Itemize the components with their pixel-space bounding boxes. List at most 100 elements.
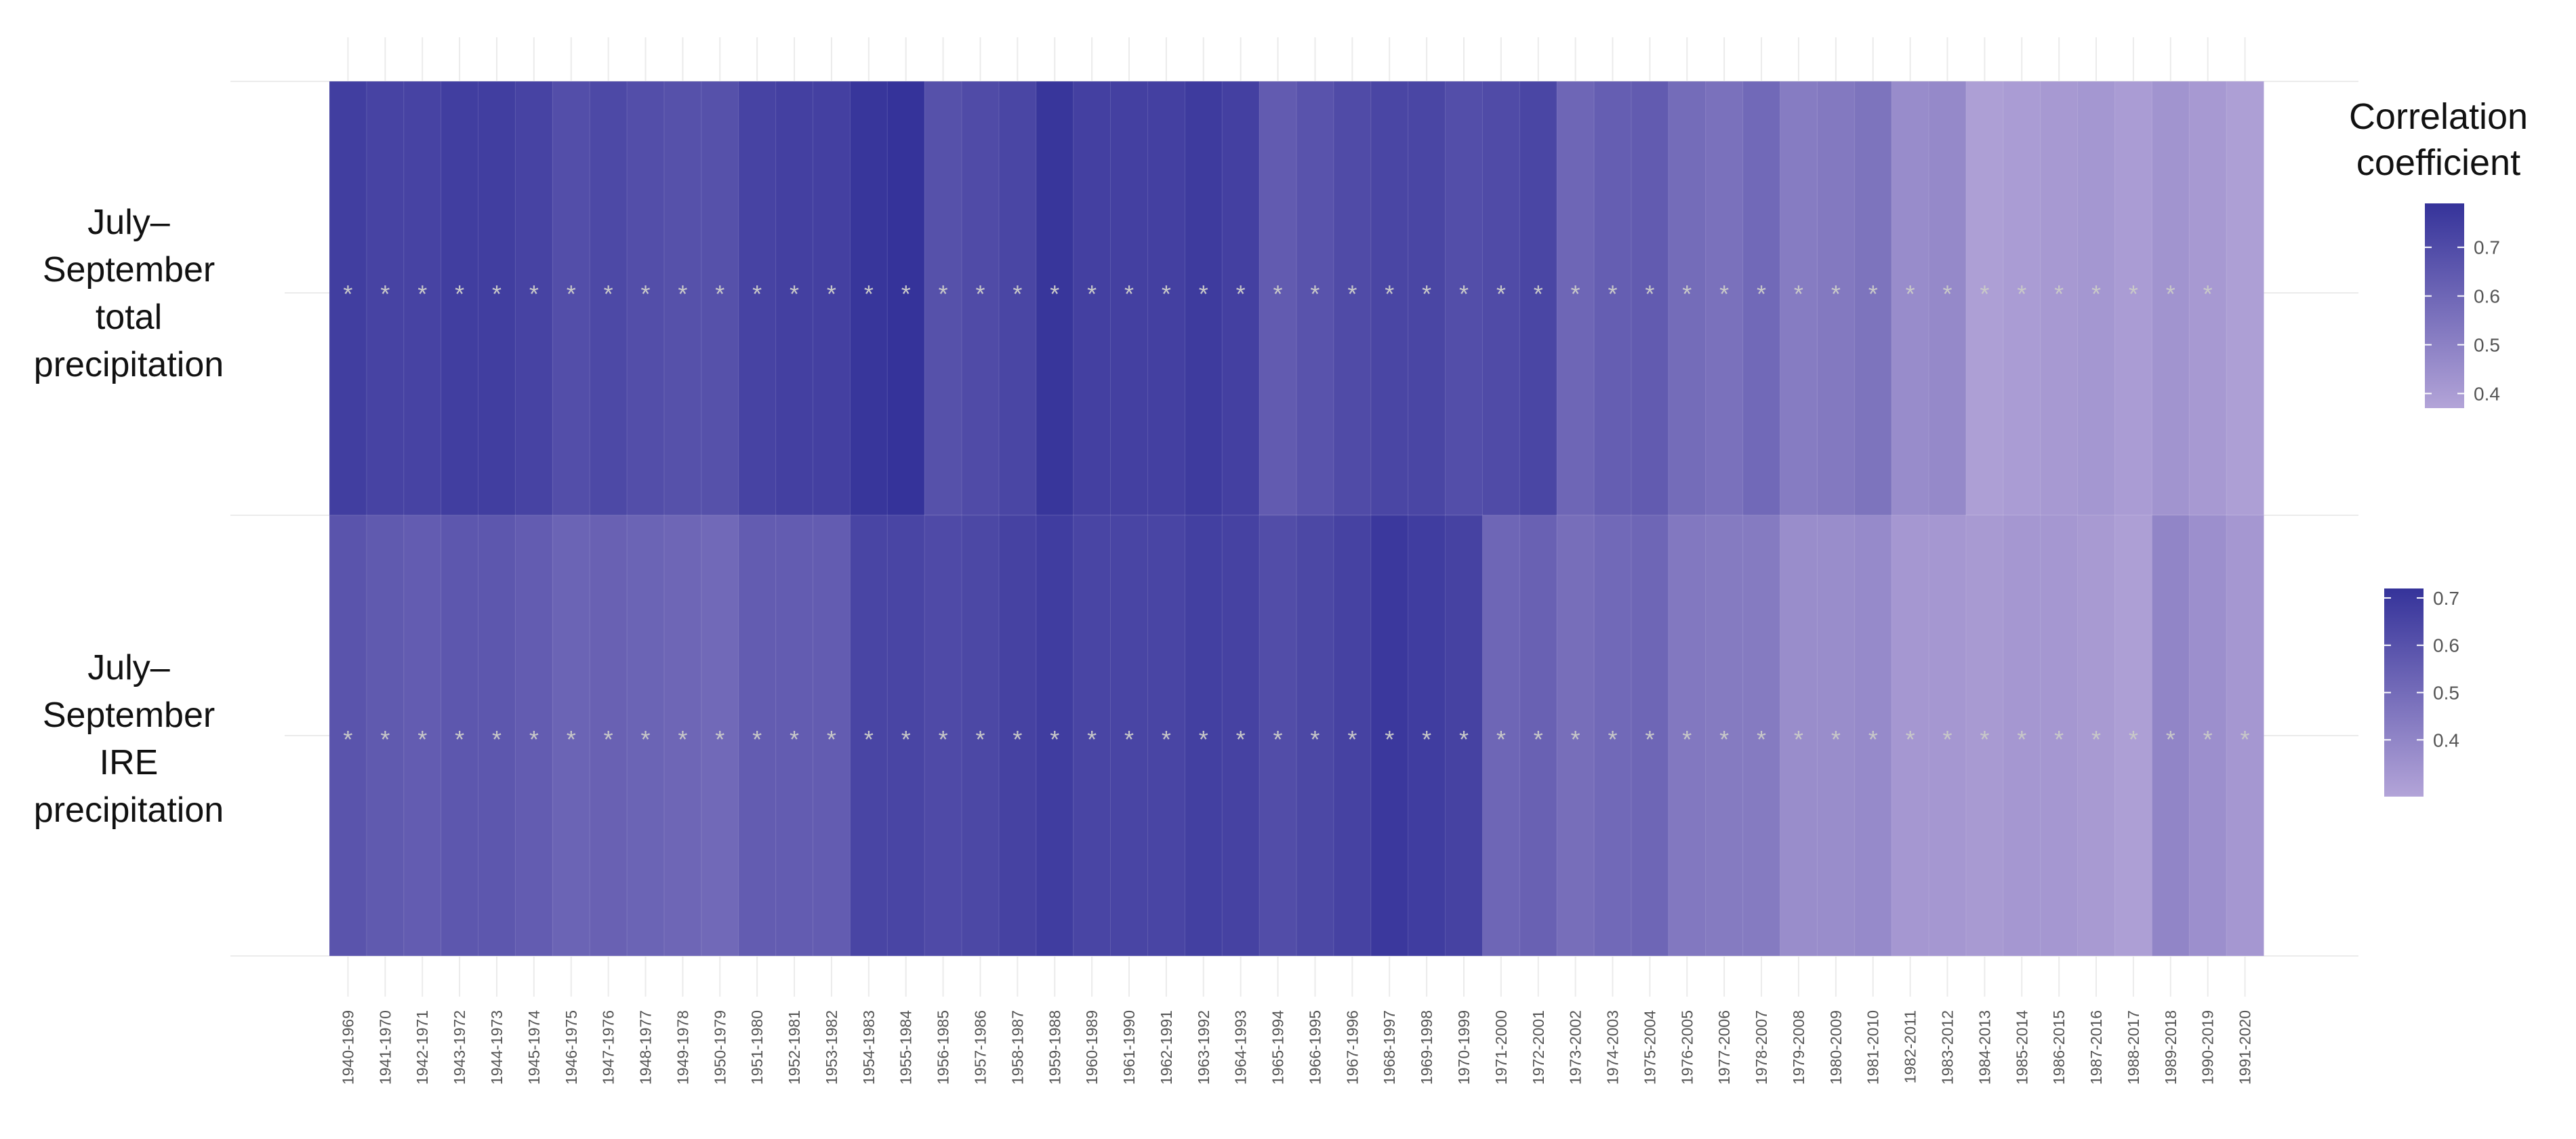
significance-star: *	[567, 280, 576, 308]
x-tick-label: 1947-1976	[600, 1010, 617, 1085]
significance-star: *	[1980, 725, 1989, 753]
heatmap-cells	[329, 81, 2265, 957]
significance-star: *	[678, 280, 687, 308]
heatmap-cell	[1519, 81, 1558, 516]
significance-star: *	[1571, 725, 1580, 753]
x-tick-label: 1955-1984	[897, 1010, 915, 1085]
row-label-line: July–	[87, 648, 169, 687]
row-label-line: precipitation	[34, 345, 224, 384]
x-tick-label: 1987-2016	[2087, 1010, 2105, 1085]
heatmap-cell	[2226, 81, 2265, 516]
heatmap-cell	[1854, 81, 1893, 516]
significance-star: *	[455, 725, 464, 753]
x-tick-label: 1953-1982	[823, 1010, 840, 1085]
heatmap-cell	[478, 81, 516, 516]
x-tick-label: 1957-1986	[971, 1010, 989, 1085]
x-tick-label: 1970-1999	[1455, 1010, 1473, 1085]
significance-star: *	[790, 725, 799, 753]
significance-star: *	[1831, 280, 1841, 308]
heatmap-cell	[813, 81, 851, 516]
significance-star: *	[1608, 725, 1618, 753]
row-label-line: September	[43, 696, 215, 735]
heatmap-cell	[2188, 81, 2228, 516]
heatmap-cell	[738, 81, 777, 516]
x-tick-label: 1973-2002	[1567, 1010, 1585, 1085]
x-tick-label: 1944-1973	[488, 1010, 506, 1085]
heatmap-cell	[886, 81, 926, 516]
heatmap-cell	[1705, 515, 1744, 957]
x-tick-label: 1946-1975	[563, 1010, 580, 1085]
significance-star: *	[1906, 280, 1915, 308]
heatmap-cell	[2077, 81, 2116, 516]
x-tick-label: 1950-1979	[711, 1010, 729, 1085]
x-tick-label: 1972-2001	[1530, 1010, 1547, 1085]
x-tick-label: 1961-1990	[1120, 1010, 1138, 1085]
heatmap-cell	[998, 515, 1037, 957]
significance-star: *	[939, 725, 948, 753]
heatmap-cell	[1631, 81, 1669, 516]
heatmap-cell	[1184, 515, 1223, 957]
heatmap-cell	[1445, 81, 1484, 516]
x-tick-label: 1963-1992	[1195, 1010, 1212, 1085]
significance-star: *	[752, 280, 762, 308]
significance-star: *	[864, 725, 874, 753]
significance-star: *	[1422, 280, 1431, 308]
x-tick-label: 1968-1997	[1381, 1010, 1398, 1085]
significance-star: *	[1906, 725, 1915, 753]
significance-star: *	[1236, 725, 1246, 753]
heatmap-cell	[1780, 81, 1818, 516]
significance-star: *	[1980, 280, 1989, 308]
heatmap-cell	[1780, 515, 1818, 957]
heatmap-cell	[1036, 515, 1074, 957]
significance-star: *	[1273, 725, 1283, 753]
significance-star: *	[1347, 280, 1357, 308]
significance-star: *	[2054, 280, 2064, 308]
heatmap-cell	[2040, 515, 2079, 957]
significance-star: *	[1422, 725, 1431, 753]
x-tick-label: 1964-1993	[1232, 1010, 1250, 1085]
x-tick-label: 1977-2006	[1715, 1010, 1733, 1085]
significance-star: *	[1534, 725, 1543, 753]
heatmap-cell	[2077, 515, 2116, 957]
significance-star: *	[1831, 725, 1841, 753]
significance-star: *	[1273, 280, 1283, 308]
x-tick-label: 1962-1991	[1158, 1010, 1175, 1085]
significance-star: *	[2203, 280, 2213, 308]
heatmap-cell	[403, 515, 442, 957]
heatmap-cell	[738, 515, 777, 957]
significance-star: *	[1682, 280, 1692, 308]
significance-star: *	[2091, 725, 2101, 753]
x-tick-label: 1943-1972	[451, 1010, 468, 1085]
significance-star: *	[380, 725, 390, 753]
legend-tick-label: 0.5	[2433, 683, 2459, 704]
heatmap-cell	[1816, 81, 1856, 516]
x-tick-label: 1965-1994	[1269, 1010, 1287, 1085]
significance-markers: * * * * * * * * * * * * * * * * * * * * * * * * * * * * * * * * * * * * * * * *…	[343, 280, 2249, 753]
significance-star: *	[790, 280, 799, 308]
significance-star: *	[604, 725, 613, 753]
row-labels: July– September total precipitation July– Sep…	[34, 203, 224, 830]
significance-star: *	[2241, 725, 2250, 753]
x-axis-tick-labels: 1940-1969 1941-1970 1942-1971 1943-1972 1944…	[339, 1010, 2253, 1085]
significance-star: *	[1050, 725, 1059, 753]
heatmap-cell	[775, 515, 814, 957]
row-label-line: July–	[87, 203, 169, 242]
significance-star: *	[975, 280, 985, 308]
heatmap-cell	[2226, 515, 2265, 957]
heatmap-cell	[1408, 81, 1446, 516]
heatmap-cell	[366, 515, 405, 957]
significance-star: *	[1124, 725, 1134, 753]
significance-star: *	[827, 280, 836, 308]
x-tick-label: 1967-1996	[1343, 1010, 1361, 1085]
heatmap-cell	[701, 515, 739, 957]
heatmap-cell	[849, 515, 888, 957]
heatmap-cell	[1668, 515, 1706, 957]
significance-star: *	[2017, 725, 2026, 753]
heatmap-cell	[701, 81, 739, 516]
heatmap-cell	[2188, 515, 2228, 957]
significance-star: *	[1719, 280, 1729, 308]
x-tick-label: 1975-2004	[1641, 1010, 1658, 1085]
significance-star: *	[1682, 725, 1692, 753]
x-tick-label: 1983-2012	[1938, 1010, 1956, 1085]
